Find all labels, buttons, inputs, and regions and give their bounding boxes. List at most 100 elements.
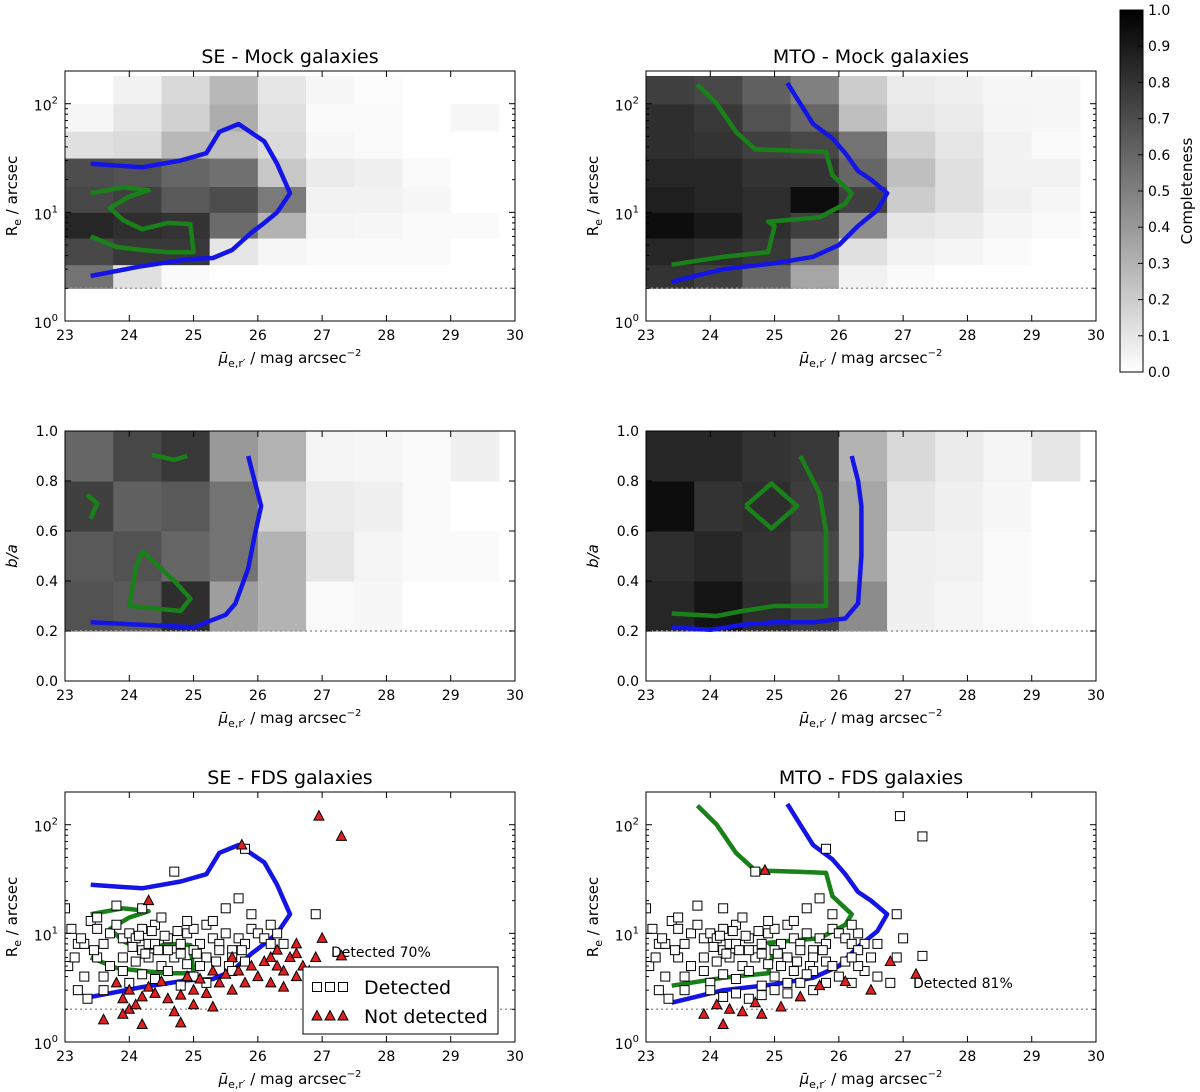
detected-point (265, 919, 276, 930)
not-detected-point (117, 992, 129, 1004)
detected-point (272, 928, 283, 939)
heatmap-cell (1031, 431, 1081, 482)
heatmap-cell (983, 481, 1033, 532)
detected-point (734, 945, 745, 956)
detected-point (801, 928, 812, 939)
x-axis-label: μ̄e,r′ / mag arcsec−2 (218, 708, 362, 730)
detected-point (705, 985, 716, 996)
x-tick-label: 25 (185, 328, 203, 344)
y-axis-label: Re / arcsec (584, 156, 605, 236)
heatmap-cell (887, 238, 936, 266)
x-tick-label: 29 (442, 1049, 460, 1065)
x-tick-label: 24 (701, 1049, 719, 1065)
x-tick-label: 26 (249, 1049, 267, 1065)
heatmap-cell (306, 103, 355, 132)
scatter-points (65, 809, 348, 1029)
colorbar-tick-label: 0.2 (1148, 293, 1170, 309)
detected-point (669, 945, 680, 956)
detected-point (917, 950, 928, 961)
heatmap-cell (838, 238, 888, 266)
detected-point (846, 952, 857, 963)
legend-square-marker (325, 982, 335, 992)
x-tick-label: 30 (506, 328, 524, 344)
detected-point (894, 811, 905, 822)
detected-point (891, 952, 902, 963)
panel-title: MTO - Mock galaxies (773, 46, 969, 68)
not-detected-point (239, 976, 251, 988)
detected-point (236, 945, 247, 956)
detected-point (172, 926, 183, 937)
detected-point (853, 928, 864, 939)
heatmap-cell (790, 431, 840, 482)
heatmap-cell (354, 264, 403, 289)
detected-point (133, 930, 144, 941)
detected-point (207, 915, 218, 926)
heatmap-cells (65, 431, 500, 632)
heatmap-cell (887, 131, 936, 159)
not-detected-point (794, 990, 807, 1002)
y-tick-label: 0.2 (617, 624, 639, 640)
not-detected-point (277, 980, 290, 992)
detected-point (801, 903, 812, 914)
heatmap-cell (838, 581, 888, 632)
detected-point (692, 919, 703, 930)
detected-point (917, 831, 928, 842)
detected-point (711, 956, 722, 967)
detected-point (240, 956, 250, 967)
detected-point (233, 893, 244, 904)
x-tick-label: 24 (120, 688, 138, 704)
colorbar-tick-label: 0.1 (1148, 329, 1170, 345)
heatmap-cell (402, 158, 452, 187)
y-tick-label: 100 (615, 1034, 639, 1053)
detected-point (708, 941, 719, 952)
detected-point (756, 938, 767, 949)
heatmap-cell (306, 158, 355, 187)
detected-point (201, 952, 212, 963)
detected-point (737, 912, 748, 923)
detected-point (686, 928, 696, 939)
detected-point (795, 945, 806, 956)
x-tick-label: 25 (766, 328, 784, 344)
blue-contour-line (90, 455, 264, 630)
y-tick-label: 100 (615, 313, 639, 332)
detected-point (653, 985, 664, 996)
detected-point (763, 959, 774, 970)
detected-point (714, 930, 725, 941)
detected-point (159, 930, 170, 941)
x-tick-label: 26 (830, 328, 848, 344)
colorbar-tick-label: 0.6 (1148, 148, 1170, 164)
y-tick-label: 102 (34, 96, 58, 115)
green-contour-line (89, 185, 196, 255)
heatmap-cell (646, 186, 695, 213)
y-tick-label: 0.6 (36, 524, 58, 540)
heatmap-cell (402, 531, 452, 582)
detected-point (146, 926, 157, 937)
y-tick-label: 102 (615, 817, 639, 836)
panel-title: SE - FDS galaxies (207, 767, 372, 789)
colorbar-tick-label: 0.3 (1148, 256, 1170, 272)
heatmap-cell (646, 481, 695, 532)
detected-point (718, 969, 729, 980)
detected-point (821, 843, 831, 854)
legend-triangle-marker (324, 1009, 336, 1021)
detected-point (162, 945, 173, 956)
heatmap-cell (354, 531, 403, 582)
x-tick-label: 26 (249, 688, 267, 704)
heatmap-cell (306, 186, 355, 213)
heatmap-cell (450, 581, 500, 632)
detected-point (772, 948, 783, 959)
heatmap-cell (257, 481, 307, 532)
heatmap-cell (983, 158, 1033, 187)
heatmap-cell (257, 581, 307, 632)
heatmap-cell (983, 212, 1033, 239)
x-tick-label: 28 (378, 1049, 396, 1065)
heatmap-cell (983, 186, 1033, 213)
detected-point (814, 933, 825, 944)
x-tick-label: 29 (442, 328, 460, 344)
not-detected-point (200, 986, 213, 998)
heatmap-cell (983, 131, 1033, 159)
detected-point (140, 948, 151, 959)
detected-point (891, 909, 902, 920)
blue-contour-line (671, 455, 864, 633)
